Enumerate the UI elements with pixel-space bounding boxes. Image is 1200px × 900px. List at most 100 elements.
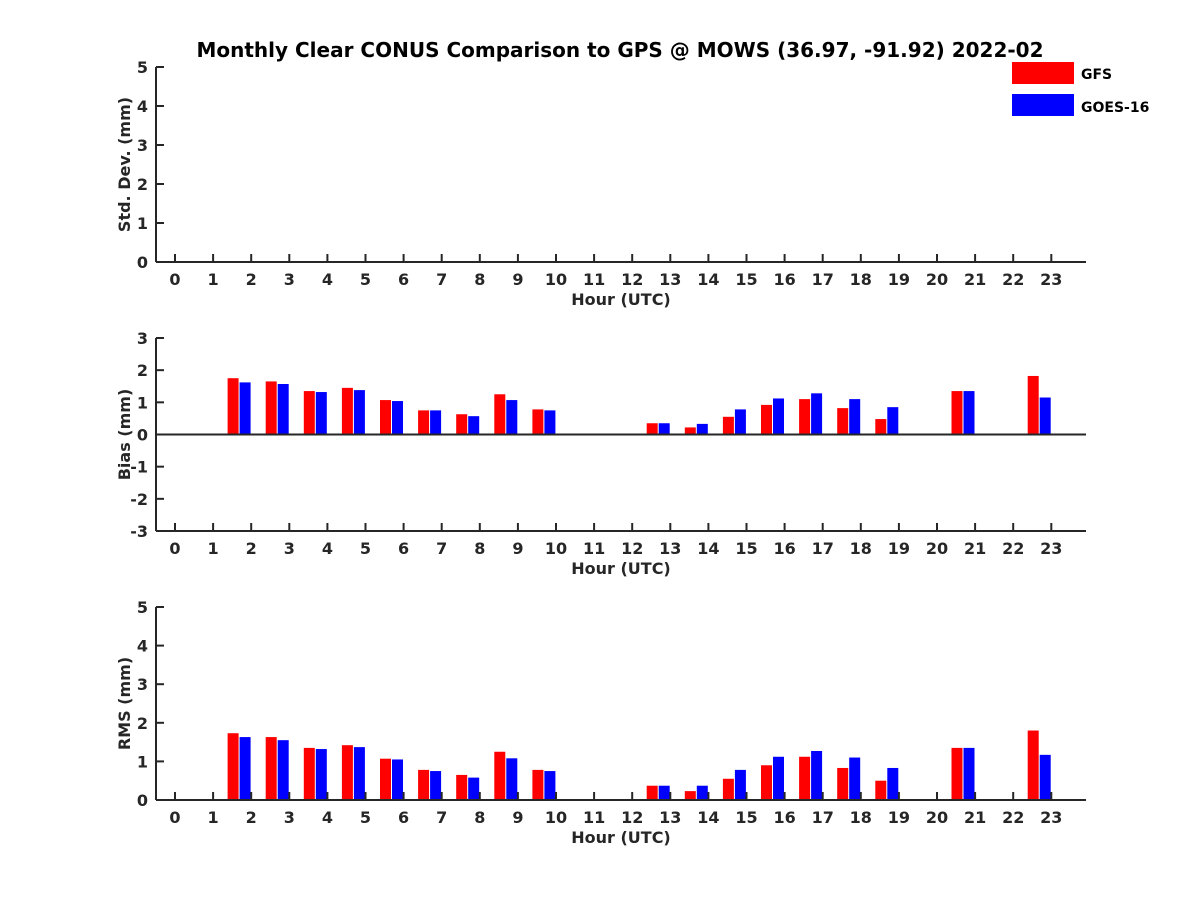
- y-tick-label: 2: [137, 361, 148, 380]
- x-tick-label: 11: [583, 270, 605, 289]
- y-tick-label: 1: [137, 214, 148, 233]
- x-tick-label: 15: [735, 270, 757, 289]
- y-tick-label: 3: [137, 136, 148, 155]
- x-tick-label: 18: [850, 270, 872, 289]
- chart-title: Monthly Clear CONUS Comparison to GPS @ …: [196, 38, 1043, 62]
- bar-goes-16-hour-2: [277, 740, 289, 800]
- bar-goes-16-hour-16: [811, 750, 823, 800]
- bar-gfs-hour-12: [646, 423, 658, 435]
- x-tick-label: 23: [1040, 270, 1062, 289]
- bar-goes-16-hour-12: [658, 423, 670, 435]
- bar-goes-16-hour-18: [887, 407, 899, 435]
- bar-goes-16-hour-6: [430, 771, 442, 800]
- x-tick-label: 7: [436, 270, 447, 289]
- bar-goes-16-hour-17: [849, 399, 861, 435]
- y-tick-label: 3: [137, 329, 148, 348]
- bar-gfs-hour-22: [1027, 375, 1039, 435]
- y-tick-label: 1: [137, 393, 148, 412]
- bar-gfs-hour-4: [341, 745, 353, 800]
- bar-gfs-hour-9: [532, 409, 544, 435]
- bar-goes-16-hour-6: [430, 410, 442, 435]
- bar-gfs-hour-2: [265, 737, 277, 800]
- x-tick-label: 2: [246, 539, 257, 558]
- bar-gfs-hour-7: [456, 414, 468, 435]
- y-tick-label: 4: [137, 637, 148, 656]
- bar-gfs-hour-5: [380, 400, 391, 435]
- bar-gfs-hour-17: [837, 408, 849, 435]
- x-axis-label: Hour (UTC): [571, 290, 671, 309]
- x-tick-label: 18: [850, 808, 872, 827]
- x-tick-label: 4: [322, 808, 333, 827]
- bar-gfs-hour-20: [951, 391, 963, 435]
- x-tick-label: 0: [169, 270, 180, 289]
- bar-gfs-hour-20: [951, 747, 963, 800]
- bar-gfs-hour-8: [494, 394, 506, 435]
- x-tick-label: 9: [512, 270, 523, 289]
- x-tick-label: 21: [964, 270, 986, 289]
- x-tick-label: 19: [888, 539, 910, 558]
- bar-gfs-hour-15: [761, 404, 772, 435]
- bar-goes-16-hour-22: [1039, 754, 1051, 800]
- bar-gfs-hour-18: [875, 419, 887, 435]
- x-tick-label: 3: [284, 808, 295, 827]
- x-tick-label: 11: [583, 539, 605, 558]
- bar-gfs-hour-7: [456, 774, 468, 800]
- x-tick-label: 12: [621, 270, 643, 289]
- x-axis-label: Hour (UTC): [571, 828, 671, 847]
- y-tick-label: 0: [137, 253, 148, 272]
- bar-goes-16-hour-5: [392, 759, 403, 800]
- bar-goes-16-hour-17: [849, 757, 861, 800]
- x-tick-label: 6: [398, 270, 409, 289]
- x-tick-label: 14: [697, 539, 719, 558]
- bar-goes-16-hour-20: [963, 747, 975, 800]
- bar-gfs-hour-6: [418, 410, 430, 435]
- bar-goes-16-hour-13: [696, 423, 708, 435]
- x-tick-label: 1: [208, 808, 219, 827]
- legend-swatch-goes-16: [1012, 94, 1074, 116]
- bar-goes-16-hour-9: [544, 410, 556, 435]
- bar-gfs-hour-8: [494, 751, 506, 800]
- bar-goes-16-hour-1: [239, 737, 251, 800]
- x-tick-label: 10: [545, 539, 567, 558]
- x-tick-label: 21: [964, 808, 986, 827]
- y-tick-label: 0: [137, 791, 148, 810]
- x-tick-label: 17: [812, 270, 834, 289]
- x-tick-label: 16: [773, 808, 795, 827]
- y-tick-label: 0: [137, 426, 148, 445]
- x-tick-label: 19: [888, 808, 910, 827]
- x-tick-label: 9: [512, 808, 523, 827]
- bar-gfs-hour-14: [722, 778, 734, 800]
- x-tick-label: 10: [545, 808, 567, 827]
- bar-goes-16-hour-5: [392, 401, 403, 435]
- legend-label-gfs: GFS: [1081, 67, 1112, 83]
- x-tick-label: 10: [545, 270, 567, 289]
- bar-goes-16-hour-12: [658, 785, 670, 800]
- y-tick-label: 5: [137, 598, 148, 617]
- x-tick-label: 2: [246, 270, 257, 289]
- x-tick-label: 0: [169, 808, 180, 827]
- x-tick-label: 22: [1002, 539, 1024, 558]
- legend: GFS GOES-16: [1012, 62, 1149, 116]
- x-tick-label: 21: [964, 539, 986, 558]
- x-tick-label: 23: [1040, 808, 1062, 827]
- x-tick-label: 3: [284, 270, 295, 289]
- bar-goes-16-hour-8: [506, 400, 518, 435]
- y-axis-label: Bias (mm): [115, 389, 134, 481]
- x-tick-label: 8: [474, 539, 485, 558]
- x-tick-label: 7: [436, 808, 447, 827]
- bar-gfs-hour-22: [1027, 730, 1039, 800]
- bar-goes-16-hour-1: [239, 382, 251, 435]
- bar-gfs-hour-1: [227, 378, 239, 435]
- x-tick-label: 13: [659, 808, 681, 827]
- bar-gfs-hour-2: [265, 381, 277, 435]
- x-axis-label: Hour (UTC): [571, 559, 671, 578]
- bar-gfs-hour-16: [799, 399, 811, 435]
- x-tick-label: 8: [474, 270, 485, 289]
- y-tick-label: -3: [130, 522, 148, 541]
- bar-goes-16-hour-20: [963, 391, 975, 435]
- x-tick-label: 12: [621, 539, 643, 558]
- x-tick-label: 18: [850, 539, 872, 558]
